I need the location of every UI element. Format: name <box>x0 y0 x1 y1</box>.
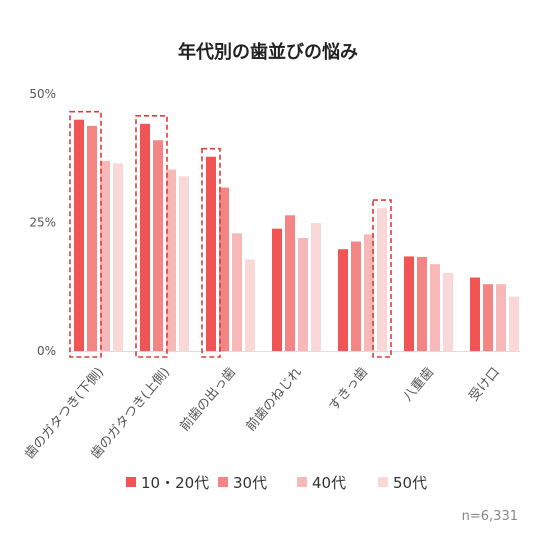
bar <box>232 233 242 351</box>
legend-swatch <box>218 477 228 487</box>
bar <box>364 234 374 351</box>
bar <box>140 123 150 351</box>
bar <box>179 176 189 351</box>
bar <box>351 241 361 351</box>
category-label: すきっ歯 <box>326 365 371 414</box>
bar <box>483 284 493 351</box>
legend-swatch <box>297 477 307 487</box>
bars <box>74 119 519 351</box>
bar <box>417 256 427 351</box>
legend-label: 10・20代 <box>141 474 209 492</box>
bar <box>245 259 255 351</box>
legend: 10・20代 30代 40代 50代 <box>126 474 427 492</box>
y-axis: 0% 25% 50% <box>29 87 520 358</box>
bar <box>100 160 110 351</box>
bar <box>377 208 387 351</box>
bar <box>113 163 123 351</box>
bar <box>311 223 321 351</box>
bar <box>285 215 295 351</box>
y-tick-label: 50% <box>29 87 56 101</box>
bar <box>430 264 440 351</box>
sample-size-note: n=6,331 <box>462 509 518 524</box>
category-label: 八重歯 <box>400 364 437 404</box>
bar <box>219 187 229 351</box>
y-tick-label: 0% <box>37 344 56 358</box>
highlight-box <box>69 110 102 358</box>
bar <box>298 237 308 351</box>
legend-swatch <box>126 477 136 487</box>
bar <box>404 256 414 351</box>
bar <box>272 228 282 351</box>
category-label: 前歯のねじれ <box>243 364 305 434</box>
bar <box>153 140 163 351</box>
highlight-box <box>372 199 392 358</box>
bar <box>496 284 506 351</box>
legend-label: 30代 <box>233 474 267 492</box>
bar <box>443 272 453 351</box>
bar <box>166 169 176 351</box>
category-label: 受け口 <box>466 365 503 405</box>
y-tick-label: 25% <box>29 216 56 230</box>
bar <box>509 296 519 351</box>
legend-label: 40代 <box>312 474 346 492</box>
bar <box>87 125 97 351</box>
category-label: 前歯の出っ歯 <box>177 364 239 434</box>
x-axis: 歯のガタつき(下側)歯のガタつき(上側) 前歯の出っ歯 前歯のねじれ すきっ歯 八重歯受… <box>22 364 503 462</box>
bar <box>470 277 480 351</box>
bar <box>338 249 348 351</box>
highlight-boxes <box>69 110 392 358</box>
bar <box>206 156 216 351</box>
legend-label: 50代 <box>393 474 427 492</box>
highlight-box <box>201 147 221 358</box>
bar <box>74 119 84 351</box>
chart-title: 年代別の歯並びの悩み <box>178 41 358 63</box>
legend-swatch <box>378 477 388 487</box>
